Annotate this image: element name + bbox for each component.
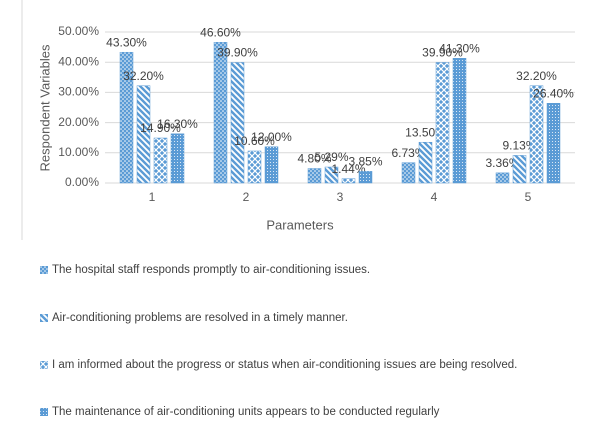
data-label: 10.60% bbox=[234, 134, 275, 148]
legend-item: I am informed about the progress or stat… bbox=[40, 357, 570, 373]
x-tick-label: 4 bbox=[431, 190, 438, 204]
bar bbox=[307, 168, 322, 184]
data-label: 14.90% bbox=[140, 121, 181, 135]
bar bbox=[230, 62, 245, 184]
x-tick-label: 3 bbox=[337, 190, 344, 204]
bar bbox=[153, 137, 168, 184]
data-label: 41.30% bbox=[439, 41, 480, 55]
y-tick-label: 50.00% bbox=[58, 24, 99, 38]
y-tick-label: 40.00% bbox=[58, 54, 99, 68]
y-axis-label: Respondent Variables bbox=[37, 44, 52, 171]
data-label: 3.85% bbox=[348, 155, 382, 169]
bar bbox=[452, 58, 467, 184]
legend-swatch-fill bbox=[40, 408, 48, 416]
x-tick-label: 2 bbox=[243, 190, 250, 204]
bar bbox=[495, 172, 510, 184]
legend-label: Air-conditioning problems are resolved i… bbox=[52, 312, 348, 324]
x-axis-label: Parameters bbox=[266, 217, 334, 232]
data-label: 4.80% bbox=[297, 152, 331, 166]
legend-label: I am informed about the progress or stat… bbox=[52, 359, 518, 371]
bar bbox=[324, 166, 339, 184]
bar bbox=[529, 85, 544, 184]
bar bbox=[213, 42, 228, 184]
data-label: 39.90% bbox=[217, 46, 258, 60]
legend-swatch-fill bbox=[40, 266, 48, 274]
x-tick-label: 5 bbox=[525, 190, 532, 204]
chart: Parameters Respondent Variables 0.00% 10.… bbox=[21, 0, 575, 240]
bar bbox=[247, 150, 262, 184]
legend-item: The maintenance of air-conditioning unit… bbox=[40, 404, 570, 420]
data-label: 32.20% bbox=[123, 69, 164, 83]
legend-swatch bbox=[40, 266, 48, 274]
y-tick-label: 30.00% bbox=[58, 85, 99, 99]
legend-swatch bbox=[40, 314, 48, 322]
bar bbox=[418, 141, 433, 184]
data-label: 32.20% bbox=[516, 69, 557, 83]
bar bbox=[435, 62, 450, 184]
data-label: 3.36% bbox=[485, 156, 519, 170]
data-label: 1.44% bbox=[331, 162, 365, 176]
legend-label: The maintenance of air-conditioning unit… bbox=[52, 406, 440, 418]
data-label: 6.73% bbox=[391, 146, 425, 160]
y-tick-label: 0.00% bbox=[65, 175, 99, 189]
legend-swatch bbox=[40, 361, 48, 369]
y-tick-label: 20.00% bbox=[58, 115, 99, 129]
bar bbox=[546, 103, 561, 184]
data-label: 46.60% bbox=[200, 25, 241, 39]
legend-swatch-fill bbox=[40, 361, 48, 369]
data-label: 43.30% bbox=[106, 35, 147, 49]
data-label: 16.30% bbox=[157, 117, 198, 131]
legend-label: The hospital staff responds promptly to … bbox=[52, 264, 371, 276]
legend-item: The hospital staff responds promptly to … bbox=[40, 262, 570, 278]
bar bbox=[341, 178, 356, 184]
legend-item: Air-conditioning problems are resolved i… bbox=[40, 310, 570, 326]
data-label: 26.40% bbox=[533, 86, 574, 100]
legend-swatch-fill bbox=[40, 314, 48, 322]
bar bbox=[401, 162, 416, 184]
x-tick-label: 1 bbox=[149, 190, 156, 204]
bar bbox=[170, 133, 185, 184]
data-label: 12.00% bbox=[251, 130, 292, 144]
y-tick-label: 10.00% bbox=[58, 145, 99, 159]
data-label: 39.90% bbox=[422, 46, 463, 60]
legend-swatch bbox=[40, 408, 48, 416]
bar bbox=[264, 146, 279, 184]
bar bbox=[136, 85, 151, 184]
data-label: 5.29% bbox=[314, 150, 348, 164]
bar bbox=[358, 171, 373, 184]
bar bbox=[119, 51, 134, 184]
bar bbox=[512, 155, 527, 184]
data-label: 9.13% bbox=[502, 139, 536, 153]
